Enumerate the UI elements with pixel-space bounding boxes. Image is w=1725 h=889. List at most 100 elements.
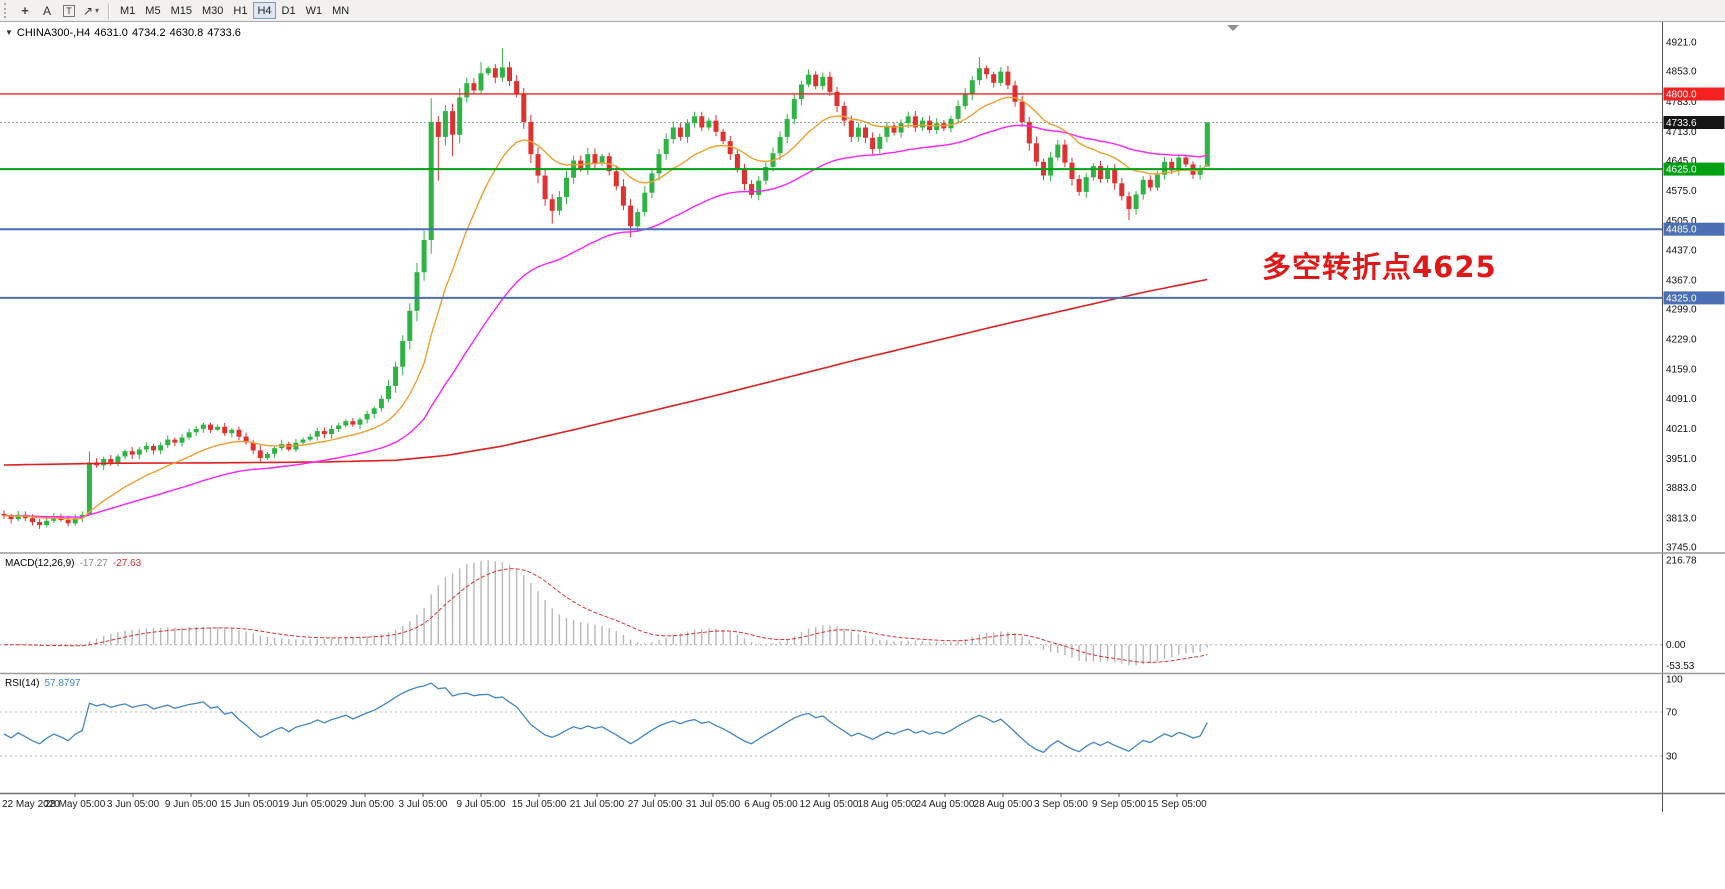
price-badge: 4800.0: [1663, 87, 1725, 101]
timeframe-button-mn[interactable]: MN: [332, 4, 350, 17]
price-tick-label: 4159.0: [1666, 365, 1697, 376]
rsi-indicator-label: RSI(14) 57.8797: [5, 678, 86, 689]
svg-text:4800.0: 4800.0: [1666, 90, 1697, 101]
time-label: 3 Jun 05:00: [107, 799, 160, 810]
ma-slow-line: [3, 278, 1208, 466]
macd-axis-label: 216.78: [1666, 556, 1697, 567]
price-tick-label: 4299.0: [1666, 305, 1697, 316]
time-label: 6 Aug 05:00: [744, 799, 798, 810]
macd-signal-line: [3, 568, 1208, 663]
time-label: 27 Jul 05:00: [628, 799, 683, 810]
price-tick-label: 4229.0: [1666, 335, 1697, 346]
time-label: 19 Jun 05:00: [278, 799, 336, 810]
time-label: 24 Aug 05:00: [916, 799, 975, 810]
svg-text:4485.0: 4485.0: [1666, 225, 1697, 236]
crosshair-tool-button[interactable]: +: [15, 2, 35, 20]
rsi-axis-label: 100: [1666, 675, 1683, 686]
timeframe-button-d1[interactable]: D1: [281, 4, 296, 17]
chevron-down-icon: ▾: [95, 6, 100, 15]
main-toolbar: + A T ↗ ▾ M1 M5 M15 M30 H1 H4 D1 W1 MN: [0, 0, 1725, 22]
macd-axis-label: 0.00: [1666, 640, 1686, 651]
price-axis[interactable]: 4921.0 4853.0 4783.0 4713.0 4645.0 4575.0 4505…: [1662, 22, 1725, 812]
price-tick-label: 4853.0: [1666, 67, 1697, 78]
toolbar-separator: [108, 2, 109, 19]
ma-mid-line: [3, 124, 1208, 518]
collapse-icon[interactable]: ▼: [5, 28, 13, 37]
time-label: 15 Sep 05:00: [1147, 799, 1207, 810]
ma-fast-line: [3, 96, 1208, 520]
rsi-panel[interactable]: [0, 682, 1662, 757]
time-label: 9 Jun 05:00: [165, 799, 218, 810]
arrows-tool-button[interactable]: ↗ ▾: [81, 2, 101, 20]
time-label: 12 Aug 05:00: [800, 799, 859, 810]
macd-panel[interactable]: [0, 560, 1662, 666]
toolbar-grip[interactable]: [4, 3, 9, 18]
svg-text:4733.6: 4733.6: [1666, 118, 1697, 129]
crosshair-icon: +: [21, 3, 29, 18]
arrow-icon: ↗: [82, 3, 94, 18]
ohlc-open: 4631.0: [94, 27, 128, 39]
timeframe-button-h4[interactable]: H4: [253, 2, 276, 19]
price-tick-label: 4921.0: [1666, 38, 1697, 49]
timeframe-button-m1[interactable]: M1: [120, 4, 136, 17]
price-badge: 4485.0: [1663, 222, 1725, 236]
text-t-icon: T: [63, 4, 75, 17]
time-label: 15 Jul 05:00: [512, 799, 567, 810]
macd-indicator-label: MACD(12,26,9) -17.27 -27.63: [5, 558, 146, 569]
price-tick-label: 3951.0: [1666, 454, 1697, 465]
ohlc-low: 4630.8: [169, 27, 204, 39]
price-tick-label: 4021.0: [1666, 424, 1697, 435]
time-label: 9 Jul 05:00: [457, 799, 506, 810]
time-label: 18 Aug 05:00: [858, 799, 917, 810]
text-label-tool-button[interactable]: T: [59, 2, 79, 20]
macd-histogram: [10, 560, 1208, 666]
timeframe-button-w1[interactable]: W1: [305, 4, 323, 17]
text-tool-button[interactable]: A: [37, 2, 57, 20]
price-tick-label: 4713.0: [1666, 127, 1697, 138]
time-label: 31 Jul 05:00: [686, 799, 741, 810]
macd-axis-label: -53.53: [1666, 661, 1695, 672]
chart-canvas[interactable]: 4921.0 4853.0 4783.0 4713.0 4645.0 4575.0 4505…: [0, 22, 1725, 889]
price-tick-label: 4437.0: [1666, 245, 1697, 256]
candles-layer: [1, 48, 1210, 529]
macd-value-signal: -27.63: [112, 558, 142, 569]
ohlc-close: 4733.6: [207, 27, 241, 39]
time-label: 29 Jun 05:00: [336, 799, 394, 810]
price-tick-label: 4575.0: [1666, 186, 1697, 197]
time-label: 3 Jul 05:00: [399, 799, 448, 810]
chart-header: ▼ CHINA300-,H4 4631.0 4734.2 4630.8 4733.6: [5, 27, 245, 39]
rsi-value: 57.8797: [44, 678, 81, 689]
macd-value-main: -17.27: [79, 558, 108, 569]
price-tick-label: 4091.0: [1666, 394, 1697, 405]
rsi-axis-label: 70: [1666, 708, 1678, 719]
rsi-name: RSI(14): [5, 678, 40, 689]
price-tick-label: 4367.0: [1666, 275, 1697, 286]
timeframe-button-h1[interactable]: H1: [233, 4, 248, 17]
rsi-line: [3, 682, 1208, 754]
timeframe-button-m30[interactable]: M30: [201, 4, 224, 17]
text-a-icon: A: [42, 3, 51, 18]
time-label: 28 May 05:00: [45, 799, 106, 810]
price-annotation[interactable]: 多空转折点4625: [1262, 250, 1497, 284]
ohlc-high: 4734.2: [131, 27, 166, 39]
rsi-axis-label: 30: [1666, 752, 1678, 763]
price-tick-label: 4783.0: [1666, 97, 1697, 108]
time-label: 15 Jun 05:00: [220, 799, 278, 810]
time-label: 28 Aug 05:00: [974, 799, 1033, 810]
main-price-panel[interactable]: [0, 48, 1662, 529]
symbol-label: CHINA300-,H4: [16, 27, 91, 39]
timeframe-button-m15[interactable]: M15: [170, 4, 192, 17]
chart-shift-marker-icon[interactable]: [1227, 25, 1239, 31]
time-label: 3 Sep 05:00: [1034, 799, 1088, 810]
macd-name: MACD(12,26,9): [5, 558, 75, 569]
price-tick-label: 3883.0: [1666, 483, 1697, 494]
price-badge: 4625.0: [1663, 162, 1725, 176]
price-tick-label: 4505.0: [1666, 216, 1697, 227]
time-label: 22 May 2020: [2, 799, 60, 810]
timeframe-button-m5[interactable]: M5: [145, 4, 161, 17]
time-label: 9 Sep 05:00: [1092, 799, 1146, 810]
price-tick-label: 3745.0: [1666, 543, 1697, 554]
svg-text:4625.0: 4625.0: [1666, 165, 1697, 176]
price-badge: 4325.0: [1663, 291, 1725, 305]
